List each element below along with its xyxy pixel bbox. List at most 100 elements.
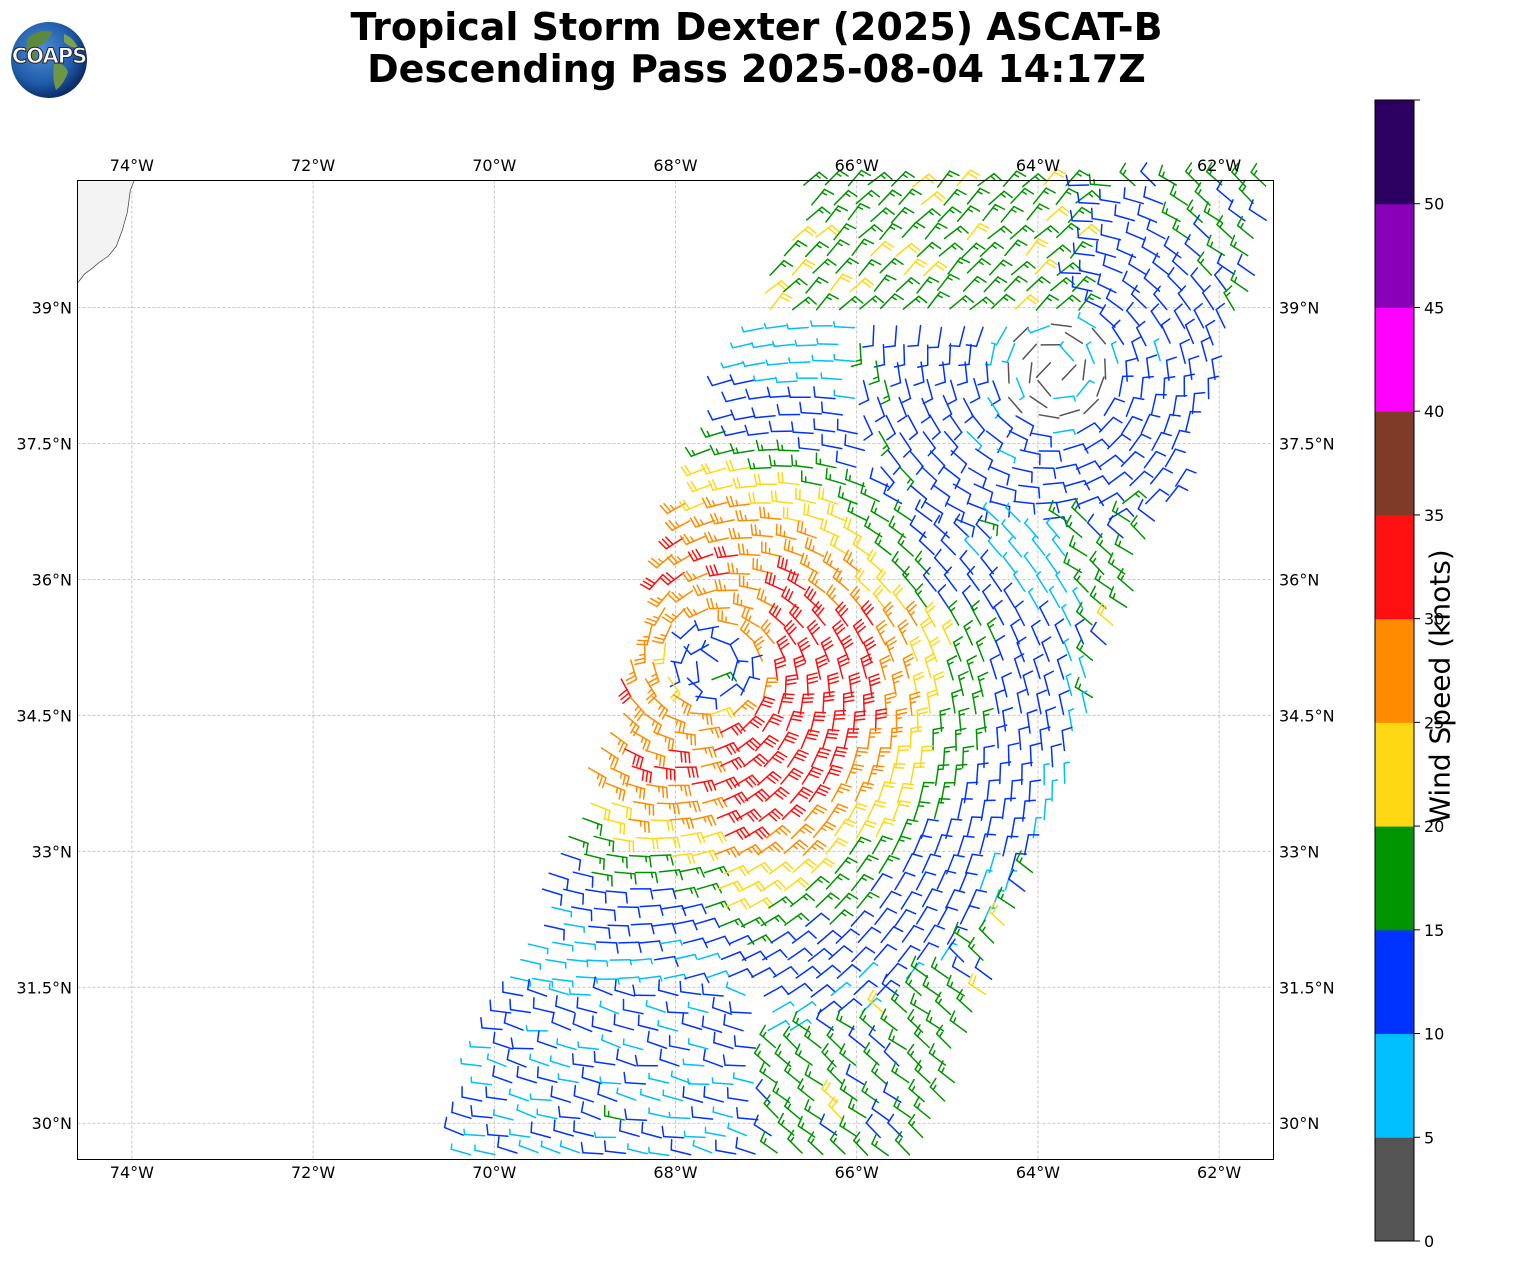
wind-barb	[713, 546, 739, 559]
wind-barb	[914, 1059, 931, 1084]
wind-barb	[966, 222, 990, 241]
wind-barb	[568, 835, 589, 855]
wind-barb	[1005, 502, 1021, 523]
wind-barb	[710, 626, 731, 646]
wind-barb	[764, 280, 790, 294]
wind-barb	[921, 853, 942, 874]
wind-barb	[922, 974, 941, 998]
wind-barb	[786, 323, 810, 330]
wind-barb	[727, 562, 751, 575]
wind-barb	[821, 1043, 837, 1068]
wind-barb	[1071, 497, 1087, 522]
wind-barb	[847, 169, 872, 187]
wind-barb	[802, 839, 827, 856]
wind-barb	[698, 726, 724, 739]
wind-barb	[1021, 761, 1033, 786]
wind-barb	[871, 835, 893, 855]
wind-barb	[1010, 852, 1027, 874]
wind-barb	[1096, 376, 1105, 397]
wind-barb	[672, 919, 698, 931]
wind-barb	[443, 1116, 464, 1136]
wind-barb	[572, 1013, 593, 1033]
wind-barb	[1053, 395, 1077, 402]
wind-barb	[687, 1078, 710, 1086]
wind-barb	[848, 1096, 867, 1119]
wind-barb	[1185, 410, 1202, 432]
wind-barb	[755, 734, 779, 752]
wind-barb	[1069, 209, 1093, 223]
wind-barb	[844, 468, 866, 488]
wind-barb	[1022, 343, 1038, 360]
lon-tick-label-bottom: 74°W	[110, 1163, 154, 1182]
wind-barb	[659, 571, 685, 586]
wind-barb	[722, 1054, 746, 1067]
wind-barb	[797, 437, 820, 451]
wind-barb	[703, 531, 730, 544]
wind-barb	[1065, 514, 1083, 538]
wind-barb	[551, 1011, 572, 1031]
wind-barb	[854, 567, 871, 592]
wind-barb	[1045, 518, 1061, 539]
wind-barb	[659, 939, 683, 946]
wind-barb	[727, 1122, 748, 1137]
wind-barb	[788, 603, 805, 629]
wind-barb	[639, 1088, 661, 1102]
wind-barb	[801, 766, 824, 785]
colorbar-tick-label: 0	[1424, 1232, 1434, 1251]
wind-barb	[1018, 484, 1041, 499]
wind-barb	[1095, 240, 1117, 258]
wind-barb	[1143, 450, 1167, 469]
wind-barb	[1035, 294, 1060, 311]
wind-barb	[996, 448, 1017, 464]
wind-barb	[705, 935, 731, 946]
wind-barb	[884, 691, 896, 717]
wind-barb	[777, 471, 800, 486]
wind-barb	[849, 277, 875, 293]
wind-barb	[826, 1059, 843, 1085]
wind-barb	[1193, 302, 1205, 329]
wind-barb	[694, 917, 721, 929]
wind-barb	[1042, 481, 1068, 494]
wind-barb	[545, 958, 567, 969]
colorbar-bin	[1375, 514, 1414, 620]
wind-barb	[706, 597, 731, 610]
wind-barb	[591, 1015, 613, 1033]
wind-barb	[822, 690, 835, 714]
wind-barb	[877, 781, 896, 802]
wind-barb	[966, 655, 977, 681]
wind-barb	[1174, 468, 1197, 487]
wind-barb	[701, 983, 724, 997]
wind-barb	[837, 998, 863, 1013]
wind-barb	[549, 1055, 571, 1068]
wind-barb	[1026, 203, 1050, 221]
wind-barb	[619, 1119, 640, 1138]
wind-barb	[828, 1096, 844, 1121]
wind-barb	[463, 1128, 486, 1137]
wind-barb	[715, 1139, 737, 1155]
wind-barb	[768, 896, 794, 909]
wind-barb	[952, 483, 972, 505]
wind-barb	[866, 549, 884, 573]
wind-barb	[1065, 169, 1090, 187]
wind-barb	[989, 566, 1003, 592]
wind-barb	[799, 552, 819, 574]
wind-barb	[757, 770, 782, 786]
colorbar-frame	[1374, 99, 1415, 1242]
wind-barb	[1068, 535, 1088, 557]
wind-barb	[683, 1130, 706, 1139]
wind-barb	[1096, 602, 1114, 626]
wind-barb	[784, 1096, 801, 1120]
wind-barb	[1082, 359, 1087, 381]
wind-barb	[1104, 358, 1107, 380]
wind-barb	[835, 450, 857, 468]
wind-barb	[1072, 586, 1084, 610]
wind-barb	[946, 974, 965, 997]
wind-barb	[1010, 779, 1024, 802]
wind-barb	[815, 293, 839, 311]
wind-barb	[695, 695, 718, 710]
wind-barb	[847, 500, 867, 521]
wind-barb	[752, 557, 774, 575]
wind-barb	[965, 326, 984, 348]
wind-barb	[625, 659, 638, 685]
wind-barb	[934, 764, 950, 787]
